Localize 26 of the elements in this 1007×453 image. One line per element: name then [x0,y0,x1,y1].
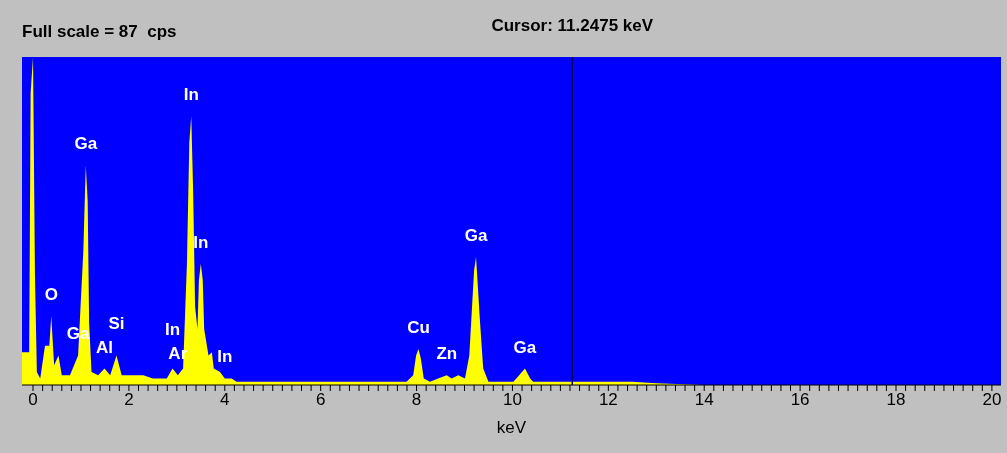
annotation: Ga [513,337,537,357]
x-tick-label: 10 [503,390,522,410]
x-axis-title: keV [496,418,527,437]
annotation: Zn [436,344,458,364]
annotation: Ga [74,134,98,154]
annotation: O [44,285,58,305]
x-tick-label: 20 [982,390,1002,410]
annotation: In [217,347,233,367]
x-tick-label: 6 [315,390,326,410]
x-tick-label: 2 [124,390,134,410]
x-tick-label: 4 [220,390,230,410]
x-tick-label: 12 [598,390,618,410]
x-tick-label: 18 [886,390,906,410]
annotation: Si [108,313,125,333]
x-tick-label: 16 [790,390,810,410]
chart-title: Full scale = 87 cps [22,22,177,42]
annotation: In [164,320,181,340]
annotation: Cu [407,317,430,337]
x-tick-label: 8 [411,390,422,410]
x-tick-label: 14 [694,390,714,410]
ref-line-label: Cursor: 11.2475 keV [491,16,654,35]
annotation: In [193,232,209,252]
annotation: In [183,85,199,105]
annotation: Ga [464,226,488,246]
x-tick-label: 0 [28,390,38,410]
annotation: Al [95,337,113,357]
